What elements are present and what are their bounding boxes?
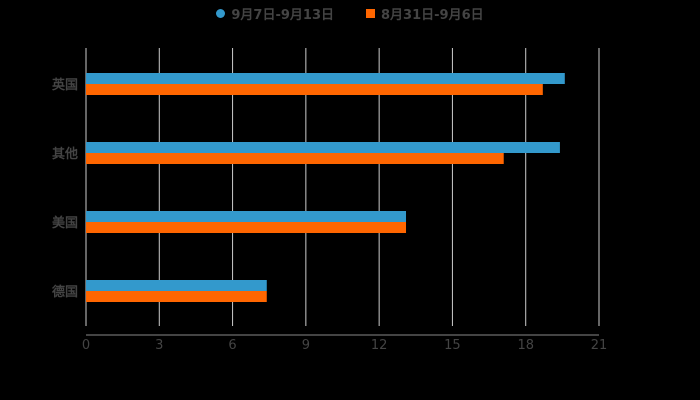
- y-category-label: 美国: [52, 215, 78, 231]
- x-tick-label: 18: [517, 338, 534, 353]
- x-tick-label: 12: [371, 338, 388, 353]
- legend-swatch-blue-icon: [216, 9, 226, 18]
- x-tick-label: 15: [444, 338, 461, 353]
- bar-series-1[interactable]: [86, 73, 565, 84]
- bar-series-1[interactable]: [86, 142, 560, 153]
- x-tick-label: 3: [155, 338, 163, 353]
- x-tick-label: 21: [591, 338, 608, 353]
- y-category-label: 英国: [51, 77, 78, 93]
- y-category-label: 德国: [52, 284, 78, 300]
- bar-series-2[interactable]: [86, 222, 407, 233]
- legend-label: 8月31日-9月6日: [381, 8, 484, 23]
- bar-series-1[interactable]: [86, 280, 267, 291]
- chart-legend: 9月7日-9月13日 8月31日-9月6日: [0, 4, 700, 23]
- bar-series-2[interactable]: [86, 291, 267, 302]
- legend-swatch-orange-icon: [366, 9, 375, 18]
- bar-series-2[interactable]: [86, 84, 543, 95]
- x-tick-label: 9: [302, 338, 310, 353]
- y-category-label: 其他: [52, 146, 78, 162]
- bar-series-1[interactable]: [86, 211, 407, 222]
- legend-item-series-2[interactable]: 8月31日-9月6日: [366, 4, 484, 23]
- legend-label: 9月7日-9月13日: [231, 8, 334, 23]
- x-tick-label: 6: [228, 338, 236, 353]
- legend-item-series-1[interactable]: 9月7日-9月13日: [216, 4, 334, 23]
- x-tick-label: 0: [82, 338, 90, 353]
- bar-series-2[interactable]: [86, 153, 504, 164]
